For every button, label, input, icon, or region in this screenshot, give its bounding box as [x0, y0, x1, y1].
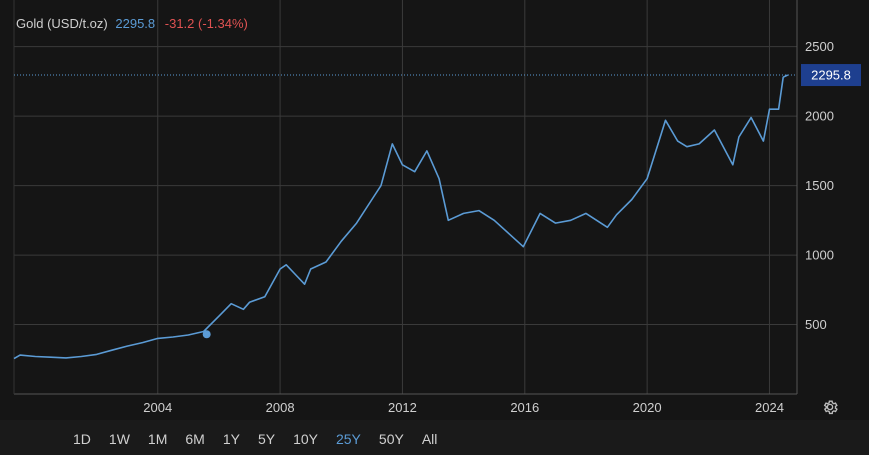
event-marker	[202, 330, 211, 339]
x-tick-label: 2008	[266, 400, 295, 415]
gear-icon[interactable]	[821, 398, 839, 416]
range-button-1y[interactable]: 1Y	[222, 431, 240, 447]
range-button-10y[interactable]: 10Y	[293, 431, 318, 447]
y-tick-label: 2000	[805, 109, 834, 124]
range-button-all[interactable]: All	[421, 431, 438, 447]
range-button-5y[interactable]: 5Y	[257, 431, 276, 447]
gold-price-line	[13, 74, 789, 360]
y-tick-label: 1500	[805, 178, 834, 193]
range-button-50y[interactable]: 50Y	[378, 431, 404, 447]
range-button-6m[interactable]: 6M	[185, 431, 205, 447]
x-tick-label: 2012	[388, 400, 417, 415]
price-chart[interactable]: 2004 2008 2012 2016 2020 2024 500 1000 1500 2000 2…	[0, 0, 869, 420]
x-tick-label: 2004	[143, 400, 172, 415]
y-tick-label: 2500	[805, 39, 834, 54]
range-button-1d[interactable]: 1D	[73, 431, 91, 447]
range-selector-bar: 1D 1W 1M 6M 1Y 5Y 10Y 25Y 50Y All	[0, 420, 869, 455]
last-price-tag-label: 2295.8	[811, 68, 851, 83]
instrument-name: Gold (USD/t.oz)	[16, 16, 108, 31]
x-tick-label: 2016	[510, 400, 539, 415]
y-tick-label: 1000	[805, 248, 834, 263]
range-button-25y[interactable]: 25Y	[335, 431, 361, 447]
y-tick-label: 500	[805, 317, 827, 332]
price-change: -31.2 (-1.34%)	[164, 16, 248, 31]
chart-area: 2004 2008 2012 2016 2020 2024 500 1000 1500 2000 2…	[0, 0, 869, 420]
chart-header: Gold (USD/t.oz) 2295.8 -31.2 (-1.34%)	[16, 16, 248, 31]
last-price-tag	[801, 64, 861, 87]
x-tick-label: 2024	[755, 400, 784, 415]
current-price: 2295.8	[115, 16, 156, 31]
range-button-1m[interactable]: 1M	[147, 431, 168, 447]
range-button-1w[interactable]: 1W	[108, 431, 130, 447]
x-tick-label: 2020	[633, 400, 662, 415]
range-selector: 1D 1W 1M 6M 1Y 5Y 10Y 25Y 50Y All	[64, 430, 446, 448]
